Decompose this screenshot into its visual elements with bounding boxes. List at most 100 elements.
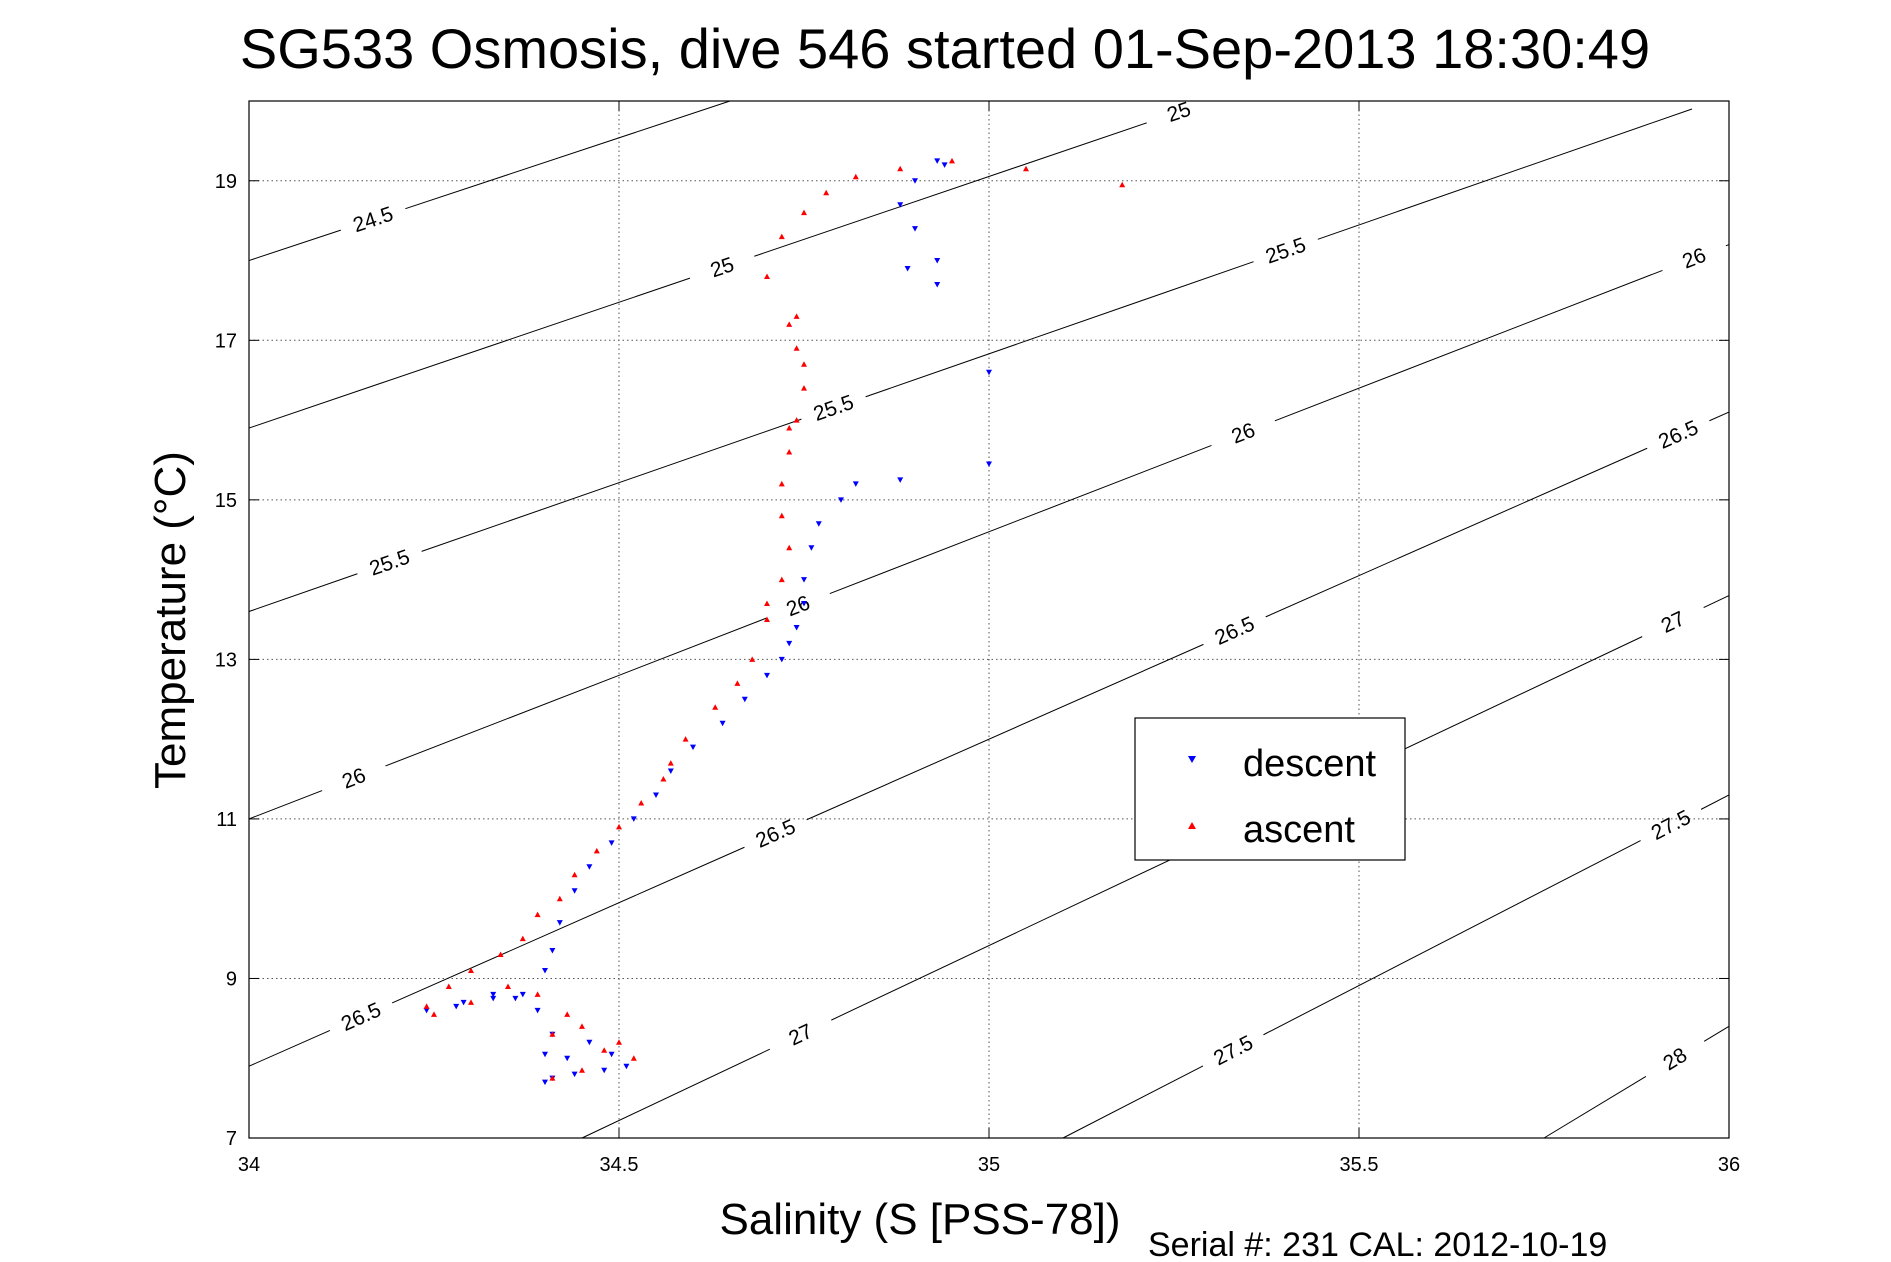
x-tick-label: 34.5 xyxy=(600,1154,639,1176)
isopycnal-line xyxy=(1265,447,1648,618)
descent-point xyxy=(586,864,593,870)
ascent-point xyxy=(786,321,793,327)
descent-point xyxy=(897,202,904,208)
ascent-point xyxy=(778,480,785,487)
descent-point xyxy=(941,162,948,168)
ascent-point xyxy=(468,967,474,973)
descent-point xyxy=(912,226,918,232)
descent-point xyxy=(512,995,519,1002)
isopycnal-line xyxy=(1703,1025,1730,1042)
isopycnal-line xyxy=(1543,1076,1647,1139)
isopycnal-line xyxy=(248,229,341,262)
ascent-point xyxy=(1023,165,1029,172)
legend-descent-label: descent xyxy=(1243,743,1377,785)
isopycnal-line xyxy=(248,277,691,429)
ascent-point xyxy=(571,871,578,878)
y-tick-label: 17 xyxy=(215,330,237,352)
descent-point xyxy=(904,266,911,272)
x-axis-label: Salinity (S [PSS-78]) xyxy=(719,1195,1120,1244)
descent-point xyxy=(986,461,992,467)
descent-point xyxy=(453,1003,460,1010)
descent-point xyxy=(460,999,467,1006)
descent-point xyxy=(519,991,526,998)
legend-descent-marker xyxy=(1188,756,1196,763)
isopycnal-line xyxy=(248,1029,331,1067)
isopycnal-line xyxy=(248,790,323,820)
descent-point xyxy=(897,477,904,483)
y-axis-label: Temperature (°C) xyxy=(146,451,195,789)
descent-point xyxy=(986,369,992,376)
x-tick-label: 35.5 xyxy=(1340,1154,1379,1176)
descent-point xyxy=(838,497,844,503)
legend-ascent-label: ascent xyxy=(1243,809,1355,851)
descent-point xyxy=(801,601,807,607)
descent-point xyxy=(564,1055,571,1062)
ascent-point xyxy=(682,736,689,742)
ascent-point xyxy=(793,313,800,319)
ascent-point xyxy=(601,1047,608,1053)
y-tick-label: 7 xyxy=(226,1128,237,1150)
axis-ticks: 34 34.5 35 35.5 36 7 9 11 13 15 17 19 xyxy=(215,101,1740,1176)
descent-point xyxy=(549,948,556,954)
ascent-point xyxy=(564,1011,571,1017)
descent-point xyxy=(852,481,859,487)
ascent-point xyxy=(852,173,859,180)
descent-point xyxy=(534,1007,541,1014)
descent-point xyxy=(601,1067,608,1074)
ascent-point xyxy=(667,760,674,766)
descent-point xyxy=(764,672,770,679)
descent-point xyxy=(667,768,674,775)
ascent-point xyxy=(556,895,563,902)
descent-point xyxy=(719,720,726,727)
ascent-point xyxy=(823,189,830,196)
ascent-point xyxy=(445,983,452,989)
ascent-point xyxy=(638,799,645,806)
ascent-point xyxy=(897,165,904,172)
descent-point xyxy=(934,258,941,264)
ascent-point xyxy=(793,345,800,351)
descent-point xyxy=(741,696,748,703)
legend-ascent-marker xyxy=(1188,822,1196,829)
ascent-point xyxy=(534,911,541,918)
descent-point xyxy=(623,1063,630,1070)
ascent-point xyxy=(431,1011,437,1017)
y-tick-label: 13 xyxy=(215,649,237,671)
ascent-point xyxy=(764,616,770,622)
ascent-point xyxy=(778,576,785,583)
ascent-point xyxy=(593,847,600,854)
isopycnal-line xyxy=(1317,108,1693,240)
ascent-point xyxy=(630,1055,637,1061)
descent-point xyxy=(934,281,941,288)
descent-point xyxy=(793,624,800,631)
descent-point xyxy=(542,967,548,974)
ascent-point xyxy=(616,1039,622,1045)
y-tick-label: 15 xyxy=(215,490,237,512)
ascent-point xyxy=(749,656,756,662)
isopycnal-line xyxy=(1700,794,1730,810)
ascent-point xyxy=(660,776,667,782)
ascent-point xyxy=(616,823,622,830)
descent-point xyxy=(912,178,918,184)
isopycnal-line xyxy=(385,617,767,767)
isopycnal-line xyxy=(1062,1065,1204,1139)
ascent-point xyxy=(549,1031,556,1037)
descent-point xyxy=(423,1007,430,1014)
ascent-point xyxy=(949,157,955,164)
x-tick-label: 34 xyxy=(238,1154,260,1176)
ascent-point xyxy=(468,999,474,1005)
descent-point xyxy=(653,792,659,798)
descent-point xyxy=(630,816,637,822)
y-tick-label: 9 xyxy=(226,968,237,990)
descent-point xyxy=(556,920,563,926)
isopycnal-line xyxy=(405,100,731,210)
isopycnal-line xyxy=(248,573,358,612)
legend: descent ascent xyxy=(1134,717,1406,861)
legend-box xyxy=(1134,717,1406,861)
isopycnal-line xyxy=(865,261,1254,398)
isopycnal-line xyxy=(829,444,1212,594)
ascent-point xyxy=(549,1075,556,1081)
isopycnal-line xyxy=(581,1048,771,1139)
ascent-point xyxy=(712,704,719,710)
isopycnal-line xyxy=(421,418,802,552)
